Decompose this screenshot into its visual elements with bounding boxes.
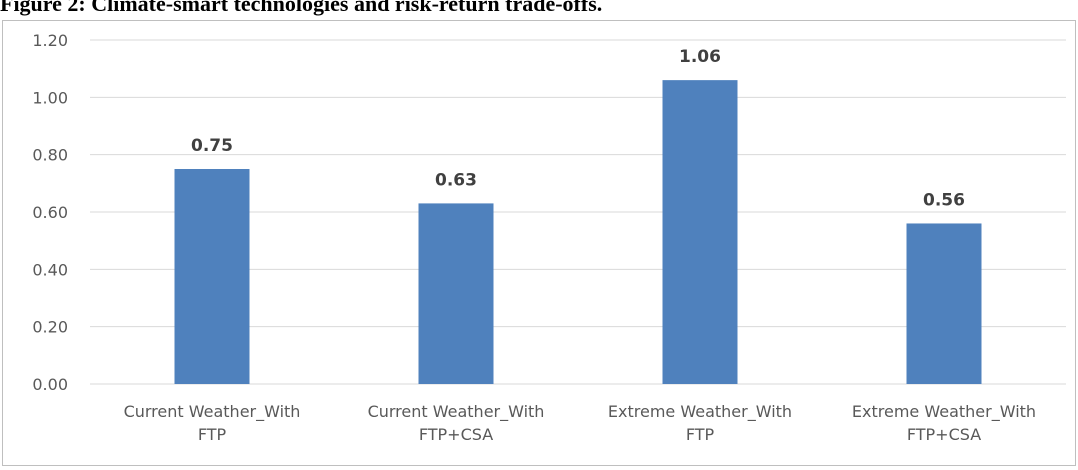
bar xyxy=(418,203,494,384)
x-category-label: FTP+CSA xyxy=(907,425,981,444)
data-label: 1.06 xyxy=(679,47,721,67)
data-label: 0.63 xyxy=(435,170,477,190)
bar xyxy=(906,223,982,384)
y-tick-label: 0.40 xyxy=(32,260,68,279)
y-tick-label: 0.20 xyxy=(32,318,68,337)
data-label: 0.75 xyxy=(191,136,233,156)
y-tick-label: 0.00 xyxy=(32,375,68,394)
y-tick-label: 0.60 xyxy=(32,203,68,222)
data-label: 0.56 xyxy=(923,190,965,210)
y-tick-label: 1.00 xyxy=(32,88,68,107)
x-category-label: Extreme Weather_With xyxy=(852,402,1036,422)
y-tick-label: 0.80 xyxy=(32,146,68,165)
figure-title: Figure 2: Climate-smart technologies and… xyxy=(0,0,603,16)
x-category-label: FTP xyxy=(686,425,715,444)
y-tick-label: 1.20 xyxy=(32,31,68,50)
x-category-label: FTP xyxy=(198,425,227,444)
x-category-label: Current Weather_With xyxy=(368,402,545,422)
x-category-label: FTP+CSA xyxy=(419,425,493,444)
bar xyxy=(662,80,738,384)
x-category-label: Current Weather_With xyxy=(124,402,301,422)
bar xyxy=(174,169,250,384)
x-category-label: Extreme Weather_With xyxy=(608,402,792,422)
chart-frame: 0.00 0.20 0.40 0.60 0.80 1.00 1.20 0.75 Current … xyxy=(2,20,1076,466)
bar-chart: 0.00 0.20 0.40 0.60 0.80 1.00 1.20 0.75 Current … xyxy=(32,31,1066,444)
